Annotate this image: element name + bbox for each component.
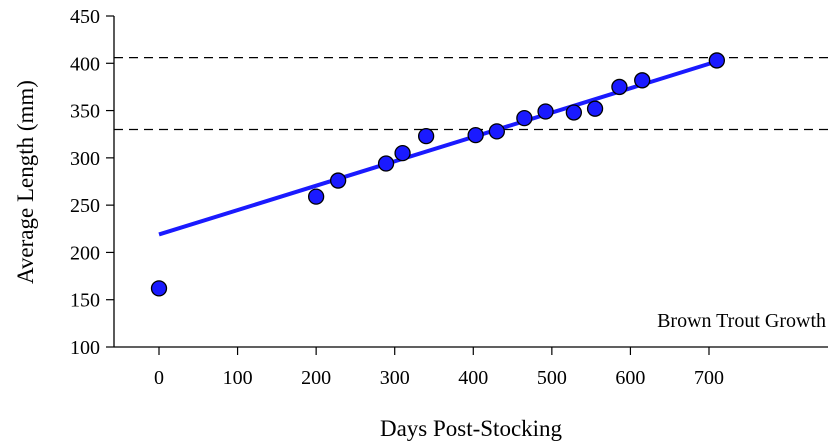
x-tick-label: 400 [458,367,488,389]
data-point [634,72,651,89]
data-point [586,100,604,117]
data-point [377,155,395,172]
y-tick-label: 450 [70,6,100,28]
y-tick-label: 250 [70,195,100,217]
x-tick-label: 600 [615,367,645,389]
data-point [307,188,325,205]
x-tick-label: 200 [301,367,331,389]
data-point [417,127,435,145]
data-point [329,172,347,189]
data-point [611,78,628,96]
reference-lines [114,56,828,131]
x-tick-label: 100 [223,367,253,389]
y-axis-title: Average Length (mm) [13,80,38,284]
chart-annotation: Brown Trout Growth [657,310,826,332]
data-points [150,52,725,297]
data-point [467,127,484,144]
x-axis-title: Days Post-Stocking [380,416,563,441]
y-tick-label: 300 [70,148,100,170]
data-point [516,109,533,127]
axis-ticks: 100 150 200 250 300 350 400 450 0 100 200 300 400 500… [70,6,724,389]
x-tick-label: 0 [154,367,164,389]
data-point [708,52,725,69]
data-point [488,123,506,140]
trend-line-group [158,59,718,237]
data-point [150,280,168,297]
y-tick-label: 100 [70,337,100,359]
data-point [537,103,554,120]
x-tick-label: 300 [380,367,410,389]
x-tick-label: 500 [537,367,567,389]
y-tick-label: 350 [70,101,100,123]
y-tick-label: 200 [70,242,100,264]
data-point [394,144,411,162]
data-point [565,104,582,121]
x-tick-label: 700 [694,367,724,389]
y-tick-label: 150 [70,290,100,312]
trend-line [158,59,718,237]
y-tick-label: 400 [70,53,100,75]
